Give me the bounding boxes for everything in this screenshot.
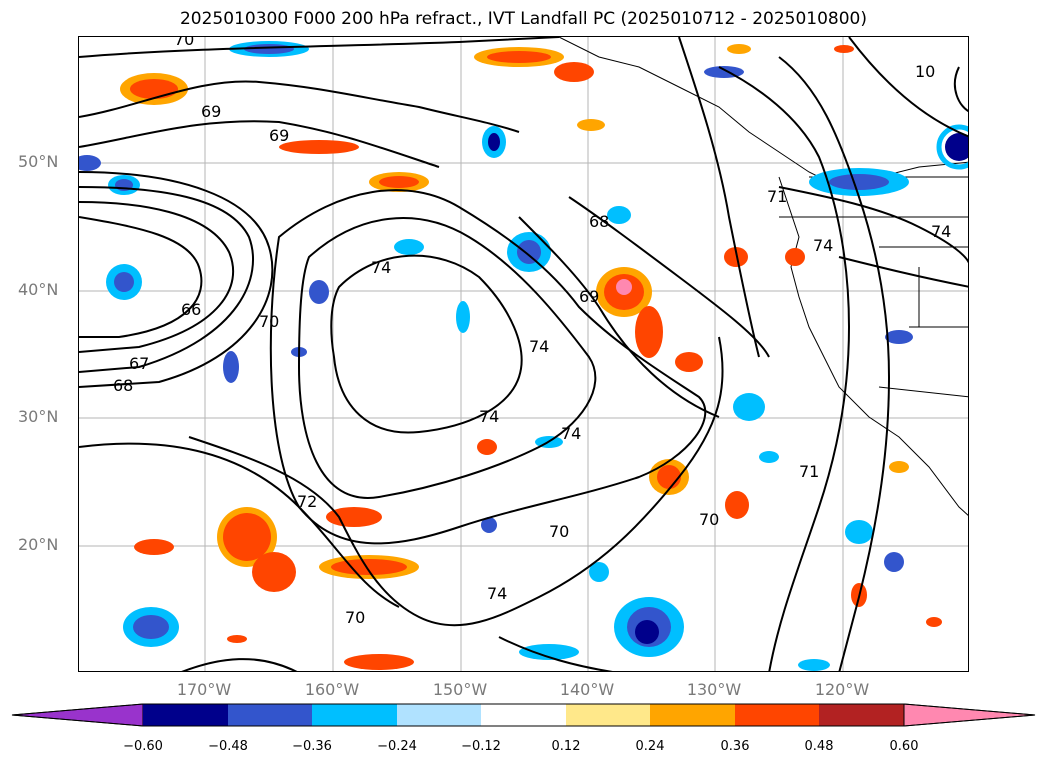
- lon-label-150w: 150°W: [433, 680, 487, 699]
- lon-label-160w: 160°W: [305, 680, 359, 699]
- colorbar-tick-label: 0.48: [805, 739, 834, 754]
- colorbar-tick-label: −0.48: [208, 739, 248, 754]
- lon-label-130w: 130°W: [687, 680, 741, 699]
- colorbar-segment: [566, 704, 650, 726]
- contour-label: 74: [529, 337, 549, 356]
- contour-label: 67: [129, 354, 149, 373]
- colorbar-tick-label: 0.60: [890, 739, 919, 754]
- positive-anomaly-shading: [120, 44, 942, 670]
- contour-label: 74: [479, 407, 499, 426]
- colorbar-segment: [481, 704, 566, 726]
- colorbar-segment: [650, 704, 735, 726]
- contour-label: 74: [561, 424, 581, 443]
- contour-label: 69: [201, 102, 221, 121]
- colorbar-tick-label: −0.12: [461, 739, 501, 754]
- colorbar-tick-label: 0.24: [636, 739, 665, 754]
- contour-label: 70: [699, 510, 719, 529]
- contour-label: 70: [345, 608, 365, 627]
- contour-label: 69: [579, 287, 599, 306]
- colorbar: [0, 700, 1047, 736]
- colorbar-tick-label: −0.36: [292, 739, 332, 754]
- lon-label-140w: 140°W: [560, 680, 614, 699]
- lon-label-120w: 120°W: [815, 680, 869, 699]
- contour-label: 69: [269, 126, 289, 145]
- contour-label: 68: [113, 376, 133, 395]
- contour-label: 66: [181, 300, 201, 319]
- lat-label-20n: 20°N: [18, 535, 58, 554]
- contour-label: 70: [259, 312, 279, 331]
- map-canvas: 70 69 69 66 67 68 70 74 72 70 70 74 74 7…: [79, 37, 969, 672]
- contour-label: 71: [799, 462, 819, 481]
- colorbar-tick-label: 0.36: [721, 739, 750, 754]
- chart-title: 2025010300 F000 200 hPa refract., IVT La…: [0, 9, 1047, 29]
- contour-label: 74: [931, 222, 951, 241]
- colorbar-segment: [312, 704, 397, 726]
- colorbar-tick-label: 0.12: [552, 739, 581, 754]
- refractivity-contours: [79, 37, 969, 672]
- lat-label-30n: 30°N: [18, 407, 58, 426]
- contour-label: 70: [549, 522, 569, 541]
- map-panel: 70 69 69 66 67 68 70 74 72 70 70 74 74 7…: [78, 36, 969, 672]
- colorbar-segment: [397, 704, 481, 726]
- contour-label: 10: [915, 62, 935, 81]
- contour-label: 70: [174, 37, 194, 49]
- colorbar-segment: [228, 704, 312, 726]
- contour-label: 74: [813, 236, 833, 255]
- contour-label: 72: [297, 492, 317, 511]
- contour-label: 71: [767, 187, 787, 206]
- colorbar-segment: [735, 704, 819, 726]
- lat-label-40n: 40°N: [18, 280, 58, 299]
- lon-label-170w: 170°W: [177, 680, 231, 699]
- lat-label-50n: 50°N: [18, 152, 58, 171]
- contour-label: 74: [487, 584, 507, 603]
- contour-label: 68: [589, 212, 609, 231]
- colorbar-tick-label: −0.24: [377, 739, 417, 754]
- colorbar-extend-max: [904, 704, 1035, 726]
- contour-label: 74: [371, 258, 391, 277]
- colorbar-segment: [819, 704, 904, 726]
- colorbar-segment: [143, 704, 228, 726]
- colorbar-tick-label: −0.60: [123, 739, 163, 754]
- colorbar-extend-min: [12, 704, 143, 726]
